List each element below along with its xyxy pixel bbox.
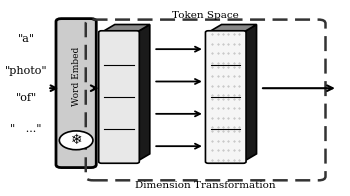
FancyBboxPatch shape — [99, 31, 139, 163]
Polygon shape — [102, 24, 150, 32]
Text: "a": "a" — [18, 34, 35, 44]
FancyBboxPatch shape — [56, 19, 96, 168]
Text: ❄: ❄ — [70, 133, 82, 147]
Text: Word Embed: Word Embed — [72, 46, 80, 106]
Polygon shape — [136, 24, 150, 162]
Text: Token Space: Token Space — [172, 11, 239, 20]
Text: "of": "of" — [16, 93, 37, 103]
Text: "   ...": " ..." — [10, 124, 42, 134]
Text: "photo": "photo" — [5, 65, 48, 76]
Polygon shape — [243, 24, 257, 162]
FancyBboxPatch shape — [205, 31, 246, 163]
Circle shape — [60, 131, 93, 150]
Text: Dimension Transformation: Dimension Transformation — [135, 181, 276, 190]
Polygon shape — [208, 24, 257, 32]
